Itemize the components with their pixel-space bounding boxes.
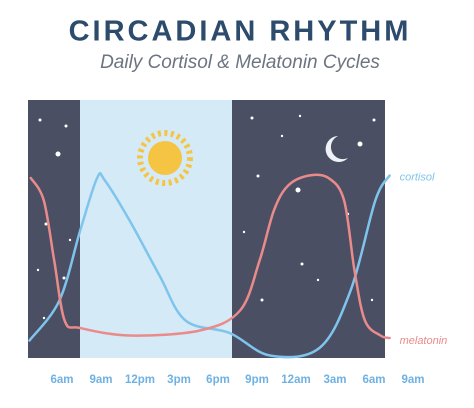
star — [64, 124, 68, 128]
series-line — [28, 172, 391, 359]
star — [295, 187, 301, 193]
x-tick-label: 9pm — [245, 374, 269, 386]
star — [44, 222, 48, 226]
x-tick-label: 3pm — [167, 374, 191, 386]
star — [36, 268, 40, 272]
star — [370, 298, 374, 302]
sun-disc — [148, 141, 182, 175]
series-line — [29, 173, 391, 340]
star — [42, 316, 46, 320]
star — [372, 118, 376, 122]
sun — [137, 130, 193, 186]
star — [38, 118, 42, 122]
background — [28, 100, 385, 358]
x-tick-label: 3am — [323, 374, 346, 386]
night-band — [232, 100, 385, 358]
star — [316, 278, 320, 282]
star — [256, 174, 260, 178]
star — [250, 116, 254, 120]
x-tick-label: 6pm — [206, 374, 230, 386]
series-label: cortisol — [400, 171, 435, 183]
star — [55, 151, 61, 157]
x-tick-label: 12am — [281, 374, 310, 386]
star — [357, 141, 363, 147]
chart-subtitle: Daily Cortisol & Melatonin Cycles — [100, 52, 380, 73]
star — [68, 238, 72, 242]
star — [298, 114, 302, 118]
x-tick-label: 12pm — [125, 374, 155, 386]
sun-rays — [137, 130, 193, 186]
chart-title: CIRCADIAN RHYTHM — [69, 16, 412, 48]
x-tick-label: 6am — [50, 374, 73, 386]
x-tick-label: 9am — [401, 374, 424, 386]
night-band — [28, 100, 80, 358]
star — [62, 276, 66, 280]
moon — [325, 136, 348, 162]
x-tick-label: 9am — [89, 374, 112, 386]
plot — [28, 172, 391, 359]
x-tick-label: 6am — [362, 374, 385, 386]
star — [242, 230, 246, 234]
star — [300, 262, 304, 266]
star — [260, 298, 264, 302]
star — [280, 134, 284, 138]
series-label: melatonin — [400, 335, 448, 347]
